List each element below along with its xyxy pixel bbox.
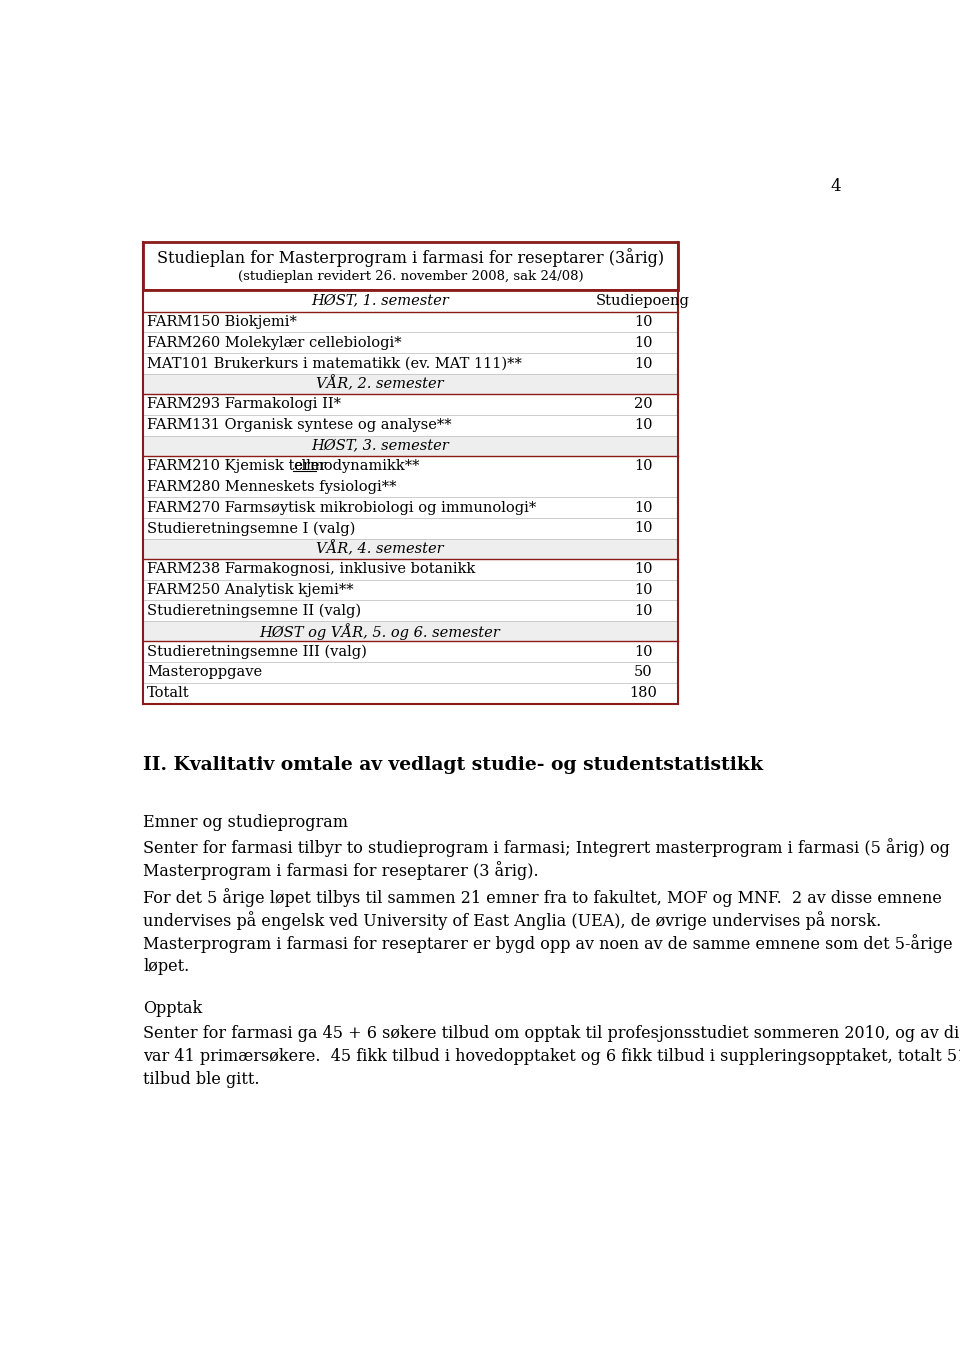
Text: FARM210 Kjemisk termodynamikk**: FARM210 Kjemisk termodynamikk** [147,459,424,473]
Text: Masterprogram i farmasi for reseptarer er bygd opp av noen av de samme emnene so: Masterprogram i farmasi for reseptarer e… [143,934,953,953]
Text: VÅR, 2. semester: VÅR, 2. semester [316,376,444,391]
Text: 10: 10 [634,562,653,576]
Bar [143,621,678,641]
Text: Studieplan for Masterprogram i farmasi for reseptarer (3årig): Studieplan for Masterprogram i farmasi f… [157,249,664,268]
Text: FARM280 Menneskets fysiologi**: FARM280 Menneskets fysiologi** [147,479,396,494]
Text: VÅR, 4. semester: VÅR, 4. semester [316,540,444,557]
Text: Masterprogram i farmasi for reseptarer (3 årig).: Masterprogram i farmasi for reseptarer (… [143,861,539,880]
Text: 180: 180 [629,686,657,701]
Text: Totalt: Totalt [147,686,190,701]
Text: 10: 10 [634,418,653,432]
Text: 20: 20 [634,398,653,411]
Text: Studieretningsemne III (valg): Studieretningsemne III (valg) [147,644,367,659]
Text: Senter for farmasi ga 45 + 6 søkere tilbud om opptak til profesjonsstudiet somme: Senter for farmasi ga 45 + 6 søkere tilb… [143,1024,960,1042]
Bar [143,373,678,394]
Text: 50: 50 [634,665,653,679]
Text: MAT101 Brukerkurs i matematikk (ev. MAT 111)**: MAT101 Brukerkurs i matematikk (ev. MAT … [147,357,522,371]
Text: eller: eller [294,459,327,473]
Text: var 41 primærsøkere.  45 fikk tilbud i hovedopptaket og 6 fikk tilbud i suppleri: var 41 primærsøkere. 45 fikk tilbud i ho… [143,1047,960,1065]
Text: II. Kvalitativ omtale av vedlagt studie- og studentstatistikk: II. Kvalitativ omtale av vedlagt studie-… [143,756,763,774]
Text: Studieretningsemne I (valg): Studieretningsemne I (valg) [147,521,355,535]
Text: 10: 10 [634,335,653,350]
Text: FARM238 Farmakognosi, inklusive botanikk: FARM238 Farmakognosi, inklusive botanikk [147,562,475,576]
Text: 10: 10 [634,357,653,371]
Text: undervises på engelsk ved University of East Anglia (UEA), de øvrige undervises : undervises på engelsk ved University of … [143,911,881,930]
Bar [143,539,678,558]
Text: 10: 10 [634,645,653,659]
Text: Opptak: Opptak [143,999,203,1017]
Text: Masteroppgave: Masteroppgave [147,665,262,679]
Text: FARM260 Molekylær cellebiologi*: FARM260 Molekylær cellebiologi* [147,335,401,350]
Text: løpet.: løpet. [143,957,189,975]
Text: Emner og studieprogram: Emner og studieprogram [143,813,348,831]
Text: tilbud ble gitt.: tilbud ble gitt. [143,1071,260,1088]
Text: HØST, 3. semester: HØST, 3. semester [311,439,448,452]
Text: HØST, 1. semester: HØST, 1. semester [311,293,448,308]
Text: HØST og VÅR, 5. og 6. semester: HØST og VÅR, 5. og 6. semester [259,623,500,640]
Text: FARM270 Farmsøytisk mikrobiologi og immunologi*: FARM270 Farmsøytisk mikrobiologi og immu… [147,501,537,515]
Text: FARM131 Organisk syntese og analyse**: FARM131 Organisk syntese og analyse** [147,418,452,432]
Text: 10: 10 [634,521,653,535]
Text: 10: 10 [634,583,653,598]
Text: (studieplan revidert 26. november 2008, sak 24/08): (studieplan revidert 26. november 2008, … [238,270,584,282]
Text: FARM150 Biokjemi*: FARM150 Biokjemi* [147,315,297,329]
FancyBboxPatch shape [143,242,678,291]
Text: FARM293 Farmakologi II*: FARM293 Farmakologi II* [147,398,341,411]
Text: For det 5 årige løpet tilbys til sammen 21 emner fra to fakultet, MOF og MNF.  2: For det 5 årige løpet tilbys til sammen … [143,888,942,907]
Text: 10: 10 [634,315,653,329]
Text: 4: 4 [830,178,841,196]
Text: FARM250 Analytisk kjemi**: FARM250 Analytisk kjemi** [147,583,353,598]
Text: Studieretningsemne II (valg): Studieretningsemne II (valg) [147,603,361,618]
Bar [143,436,678,455]
Text: 10: 10 [634,501,653,515]
Text: 10: 10 [634,604,653,618]
Text: 10: 10 [634,459,653,473]
Text: Studiepoeng: Studiepoeng [596,293,690,308]
Text: Senter for farmasi tilbyr to studieprogram i farmasi; Integrert masterprogram i : Senter for farmasi tilbyr to studieprogr… [143,838,950,857]
